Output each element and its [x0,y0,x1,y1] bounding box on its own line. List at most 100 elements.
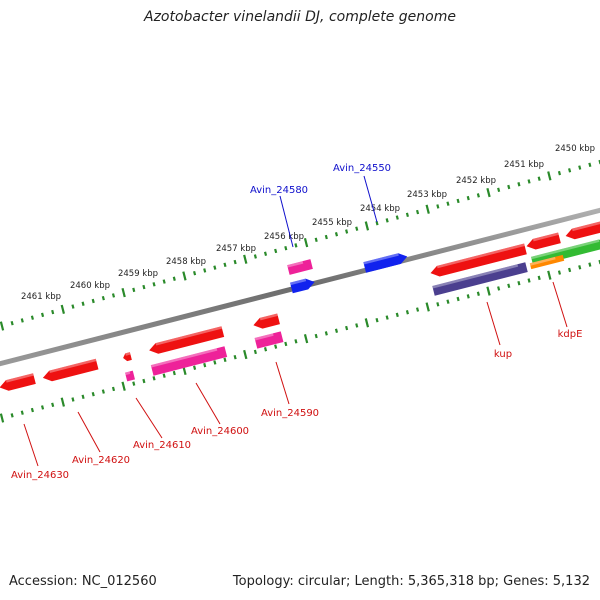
scale-tick-label: 2459 kbp [118,269,158,279]
scale-tick [10,413,14,418]
scale-tick [101,389,105,394]
gene-label[interactable]: Avin_24620 [72,455,130,466]
scale-tick [446,299,450,304]
scale-tick [213,265,217,270]
scale-tick [0,413,5,423]
scale-tick [345,325,349,331]
gene-label[interactable]: Avin_24600 [191,426,249,437]
scale-ticks-lower [0,259,600,423]
scale-tick [557,170,562,176]
scale-tick [527,179,531,184]
scale-tick [71,304,75,309]
scale-tick [568,168,572,173]
scale-tick-labels: 2450 kbp 2451 kbp 2452 kbp 2453 kbp 2454 kbp… [21,144,595,302]
gene-label[interactable]: Avin_24630 [11,470,69,481]
scale-tick [263,251,268,256]
scale-tick [60,397,65,407]
scale-tick [415,307,420,312]
gene-label[interactable]: Avin_24550 [333,163,391,174]
scale-tick [456,198,460,204]
gene-arrow[interactable] [254,331,284,349]
scale-tick [578,265,582,270]
scale-tick [152,376,156,381]
scale-tick [476,291,480,296]
scale-tick [142,378,146,384]
scale-tick [405,212,409,218]
gene-label[interactable]: Avin_24610 [133,440,191,451]
gene-label[interactable]: kdpE [558,329,583,340]
scale-tick [507,283,511,289]
gene-leader-line [135,397,163,439]
scale-tick-label: 2458 kbp [166,257,206,267]
scale-tick [243,349,248,360]
scale-tick [425,302,430,312]
scale-tick [91,391,95,397]
scale-tick [314,333,318,339]
gene-leader-line [552,281,568,328]
gene-arrow[interactable] [564,220,600,242]
gene-arrow[interactable] [429,243,527,279]
scale-tick [507,184,511,190]
scale-tick [588,162,592,167]
scale-tick [81,301,85,306]
scale-tick [527,278,531,283]
scale-tick [284,341,288,347]
gene-arrow[interactable] [150,346,228,376]
gene-label[interactable]: Avin_24580 [250,185,308,196]
scale-tick [51,402,55,407]
gene-arrow[interactable] [363,251,408,273]
scale-tick [172,370,176,376]
gene-arrow[interactable] [125,370,135,382]
scale-tick-label: 2454 kbp [360,204,400,214]
scale-tick [71,397,75,402]
gene-label[interactable]: Avin_24590 [261,408,319,419]
scale-tick [294,339,298,344]
scale-tick [162,279,166,284]
gene-arrow[interactable] [252,313,280,330]
scale-tick [425,204,430,214]
scale-tick [101,295,105,301]
scale-tick [203,268,207,273]
scale-tick [324,234,328,240]
scale-tick [436,204,440,209]
scale-tick [20,318,24,323]
gene-leader-line [195,382,221,425]
gene-arrow[interactable] [0,373,36,393]
scale-tick [568,267,572,273]
scale-tick [547,171,552,181]
scale-tick [375,317,379,323]
scale-tick [303,237,309,248]
scale-tick [314,237,318,243]
scale-tick [395,312,399,318]
gene-arrow[interactable] [525,232,561,251]
scale-tick [578,165,582,170]
scale-tick-label: 2456 kbp [264,232,304,242]
gene-arrow[interactable] [42,358,99,384]
scale-tick [233,259,237,265]
scale-tick [415,209,420,215]
gene-leader-line [486,301,501,346]
scale-tick [364,221,370,231]
genome-summary: Topology: circular; Length: 5,365,318 bp… [232,574,590,589]
scale-tick [263,347,268,352]
gene-leader-line [363,175,378,223]
accession-label: Accession: NC_012560 [9,574,157,589]
gene-label[interactable]: kup [494,349,512,360]
gene-arrow[interactable] [529,254,565,270]
scale-tick [243,254,248,264]
scale-tick [132,381,136,386]
scale-tick [233,354,237,360]
scale-tick [547,270,552,280]
gene-arrow[interactable] [148,326,225,355]
gene-arrow[interactable] [290,277,316,294]
scale-tick [466,294,470,299]
gene-arrow[interactable] [287,259,313,275]
scale-tick [121,288,126,298]
scale-tick [334,232,339,237]
scale-tick-label: 2450 kbp [555,144,595,154]
gene-arrow[interactable] [122,352,132,362]
gene-arrow[interactable] [432,262,528,296]
